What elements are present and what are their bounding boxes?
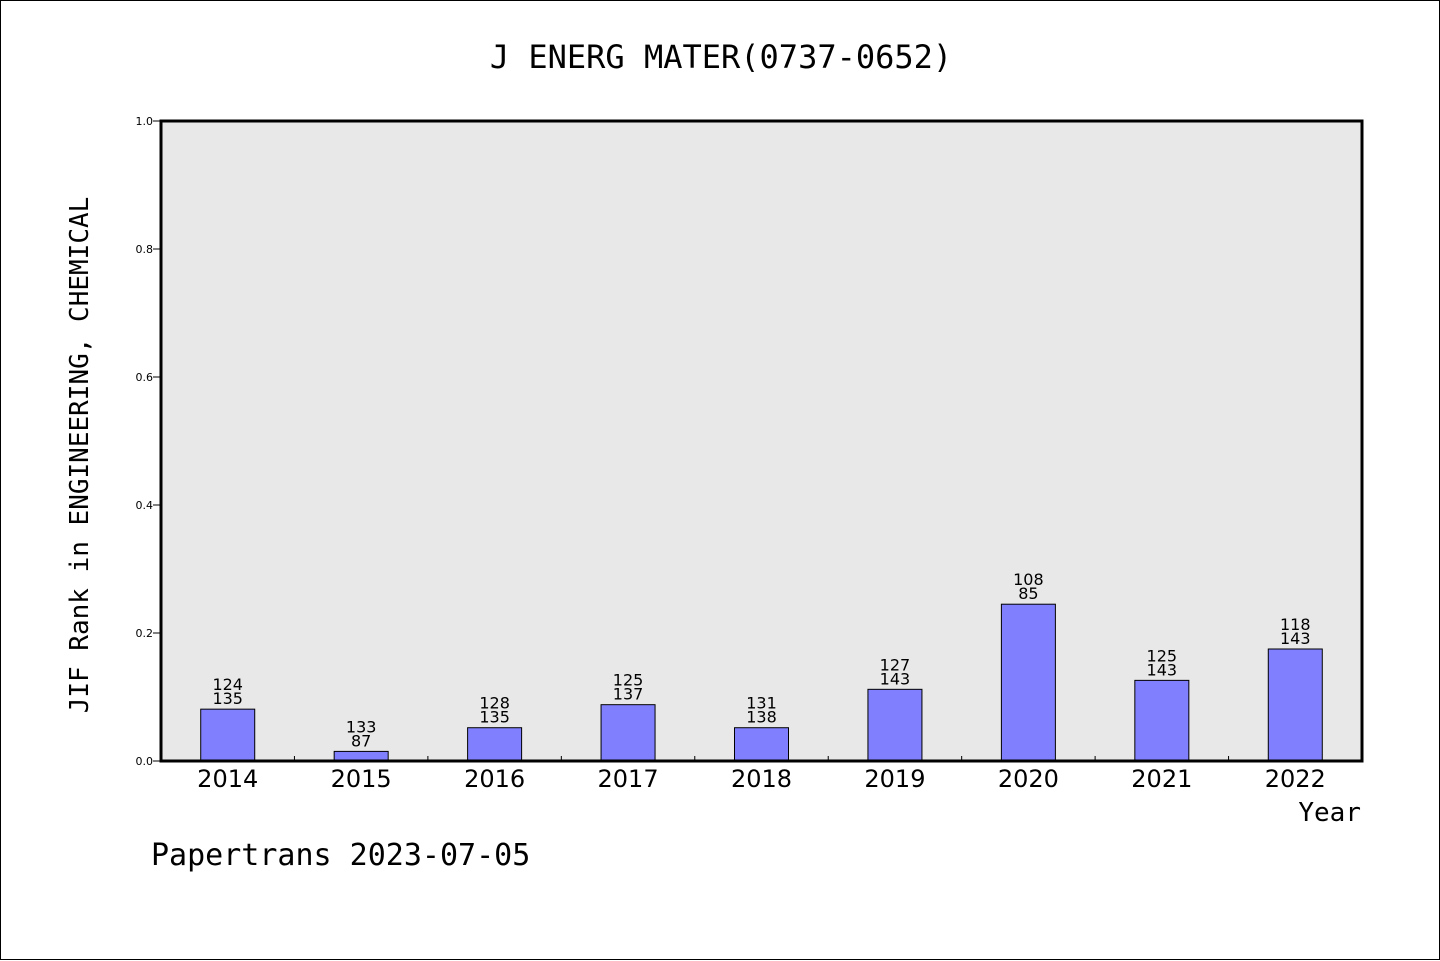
y-tick-label: 0.8: [136, 243, 154, 256]
x-axis-label: Year: [1298, 798, 1361, 828]
bar: [1267, 648, 1323, 762]
footer-credit: Papertrans 2023-07-05: [151, 838, 530, 873]
x-tick-label: 2019: [864, 765, 925, 793]
x-tick-label: 2022: [1265, 765, 1326, 793]
data-label-top: 124: [212, 675, 243, 694]
data-label-top: 128: [479, 694, 510, 713]
x-tick-label: 2017: [598, 765, 659, 793]
data-label-bottom: 143: [880, 669, 911, 688]
data-label-bottom: 135: [479, 708, 510, 727]
x-tick-label: 2016: [464, 765, 525, 793]
bar: [734, 727, 789, 762]
data-label-top: 131: [746, 694, 777, 713]
data-label-bottom: 85: [1018, 584, 1038, 603]
bar: [867, 688, 923, 762]
data-label-bottom: 87: [351, 731, 371, 750]
y-tick-label: 1.0: [136, 115, 154, 128]
plot-area: [161, 121, 1362, 761]
bar: [1000, 603, 1056, 762]
data-label-top: 133: [346, 717, 377, 736]
y-tick-label: 0.4: [136, 499, 154, 512]
data-label-top: 125: [613, 671, 644, 690]
x-tick-label: 2018: [731, 765, 792, 793]
x-axis: 2014 2015 2016 2017 2018 2019 2020 2021 2022: [197, 756, 1326, 793]
y-tick-label: 0.0: [136, 755, 154, 768]
data-label-bottom: 143: [1280, 629, 1311, 648]
bar: [1134, 679, 1190, 762]
x-tick-label: 2020: [998, 765, 1059, 793]
y-tick-label: 0.6: [136, 371, 154, 384]
data-label-bottom: 137: [613, 685, 644, 704]
x-tick-label: 2021: [1131, 765, 1192, 793]
chart-title: J ENERG MATER(0737-0652): [490, 38, 952, 76]
y-axis-label: JIF Rank in ENGINEERING, CHEMICAL: [65, 197, 95, 714]
x-tick-label: 2014: [197, 765, 258, 793]
data-label-bottom: 135: [212, 689, 243, 708]
x-tick-label: 2015: [331, 765, 392, 793]
bar: [600, 704, 656, 762]
data-label-top: 118: [1280, 615, 1311, 634]
data-label-bottom: 143: [1147, 660, 1178, 679]
bar-series: [200, 603, 1323, 762]
y-axis: 0.0 0.2 0.4 0.6 0.8 1.0: [136, 115, 161, 768]
bar: [467, 727, 523, 762]
bar: [200, 708, 256, 762]
data-label-top: 108: [1013, 570, 1044, 589]
data-label-bottom: 138: [746, 708, 777, 727]
data-label-top: 125: [1147, 646, 1178, 665]
plot-border: [159, 119, 1364, 763]
y-tick-label: 0.2: [136, 627, 154, 640]
data-label-top: 127: [880, 655, 911, 674]
